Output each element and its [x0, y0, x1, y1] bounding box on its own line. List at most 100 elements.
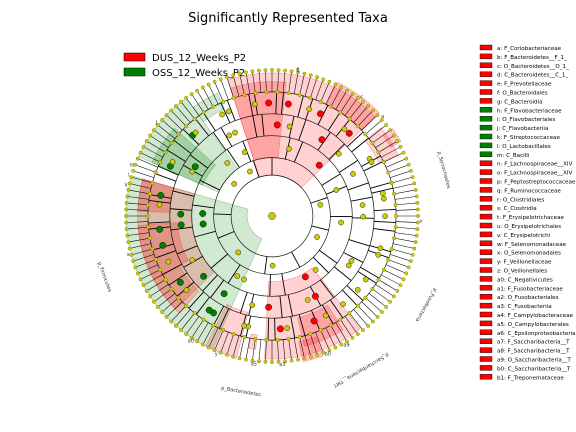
- leaf-branch: [310, 77, 318, 99]
- inner-branch: [213, 213, 232, 215]
- leaf-node: [321, 77, 326, 82]
- leaf-node: [169, 319, 173, 324]
- leaf-branch: [135, 164, 156, 173]
- taxa-legend-label: a1: F_Fusobacteriaceae: [497, 286, 563, 292]
- sector-label: m: [130, 163, 135, 169]
- leaf-node: [414, 233, 419, 238]
- leaf-branch: [372, 129, 391, 144]
- inner-branch: [311, 225, 329, 231]
- inner-branch: [213, 305, 225, 326]
- leaf-branch: [131, 176, 153, 184]
- leaf-node: [308, 354, 313, 359]
- leaf-node: [276, 68, 281, 73]
- inner-branch: [220, 127, 233, 147]
- taxon-node: [234, 273, 241, 279]
- taxon-node: [312, 267, 319, 273]
- genus-node: [169, 286, 174, 291]
- inner-branch: [329, 299, 344, 319]
- leaf-branch: [375, 135, 395, 148]
- taxa-legend-label: a0: C_Negativicutes: [497, 277, 553, 283]
- leaf-branch: [391, 248, 413, 256]
- leaf-branch: [196, 322, 209, 342]
- leaf-node: [195, 88, 199, 93]
- leaf-node: [375, 315, 380, 319]
- inner-branch: [188, 291, 204, 309]
- inner-branch: [343, 252, 364, 263]
- taxa-legend-swatch: [479, 160, 493, 166]
- leaf-node: [371, 319, 375, 324]
- genus-node: [145, 214, 150, 218]
- genus-node: [201, 317, 206, 322]
- genus-node: [169, 141, 174, 146]
- biomarker-node: [273, 121, 281, 129]
- inner-branch: [264, 256, 268, 274]
- leaf-branch: [140, 269, 161, 280]
- leaf-node: [184, 96, 189, 100]
- leaf-node: [302, 356, 307, 361]
- leaf-node: [355, 96, 360, 100]
- leaf-branch: [133, 254, 155, 262]
- leaf-branch: [330, 325, 342, 345]
- leaf-branch: [232, 335, 240, 357]
- taxon-node: [314, 234, 320, 240]
- leaf-branch: [304, 75, 312, 97]
- biomarker-node: [265, 99, 272, 107]
- genus-node: [363, 132, 368, 137]
- leaf-branch: [395, 226, 418, 230]
- genus-node: [163, 150, 168, 155]
- leaf-branch: [140, 152, 161, 163]
- leaf-branch: [131, 248, 153, 256]
- genus-node: [146, 225, 151, 230]
- leaf-branch: [277, 70, 279, 93]
- leaf-branch: [128, 237, 150, 243]
- leaf-branch: [392, 183, 415, 189]
- leaf-node: [257, 359, 261, 364]
- inner-branch: [360, 266, 380, 279]
- leaf-node: [131, 259, 135, 263]
- taxa-legend-swatch: [479, 276, 493, 282]
- leaf-branch: [378, 140, 398, 153]
- inner-branch: [212, 132, 227, 151]
- taxa-legend-label: f: O_Bacteroidales: [497, 91, 548, 97]
- genus-node: [328, 104, 333, 109]
- taxon-node: [226, 108, 232, 115]
- taxa-legend-label: n: F_Lachnospiraceae__XIV: [497, 162, 573, 168]
- genus-node: [376, 277, 381, 282]
- leaf-node: [135, 271, 140, 276]
- taxa-legend-swatch: [479, 231, 493, 238]
- leaf-branch: [395, 202, 418, 206]
- inner-branch: [310, 197, 328, 204]
- biomarker-node: [199, 210, 207, 217]
- leaf-node: [141, 144, 146, 149]
- taxon-node: [375, 252, 382, 258]
- taxa-legend-swatch: [479, 285, 493, 291]
- inner-branch: [320, 279, 335, 298]
- leaf-node: [395, 289, 400, 293]
- leaf-branch: [389, 254, 411, 262]
- leaf-node: [164, 315, 169, 319]
- leaf-branch: [353, 309, 369, 327]
- chart-title: Significantly Represented Taxa: [188, 11, 388, 26]
- leaf-node: [296, 70, 300, 75]
- leaf-branch: [129, 183, 152, 189]
- sector-label: f: [297, 67, 299, 73]
- leaf-node: [415, 220, 420, 225]
- taxa-legend-label: j: C_Flavobacteriia: [496, 126, 548, 132]
- taxa-legend-swatch: [479, 222, 493, 229]
- genus-node: [147, 236, 152, 241]
- inner-branch: [275, 91, 278, 114]
- taxa-legend-swatch: [479, 347, 493, 353]
- genus-node: [163, 277, 168, 282]
- leaf-branch: [288, 71, 292, 94]
- taxa-legend-swatch: [479, 71, 493, 77]
- taxon-node: [304, 297, 311, 303]
- leaf-node: [231, 73, 236, 78]
- genus-node: [184, 124, 189, 129]
- taxa-legend-label: g: C_Bacteroidia: [497, 99, 543, 105]
- leaf-node: [366, 324, 370, 328]
- leaf-branch: [191, 93, 204, 113]
- taxa-legend-label: h: F_Flavobacteriaceae: [497, 108, 562, 114]
- leaf-node: [179, 100, 183, 104]
- leaf-node: [237, 71, 242, 76]
- sector-label: a: [381, 114, 384, 120]
